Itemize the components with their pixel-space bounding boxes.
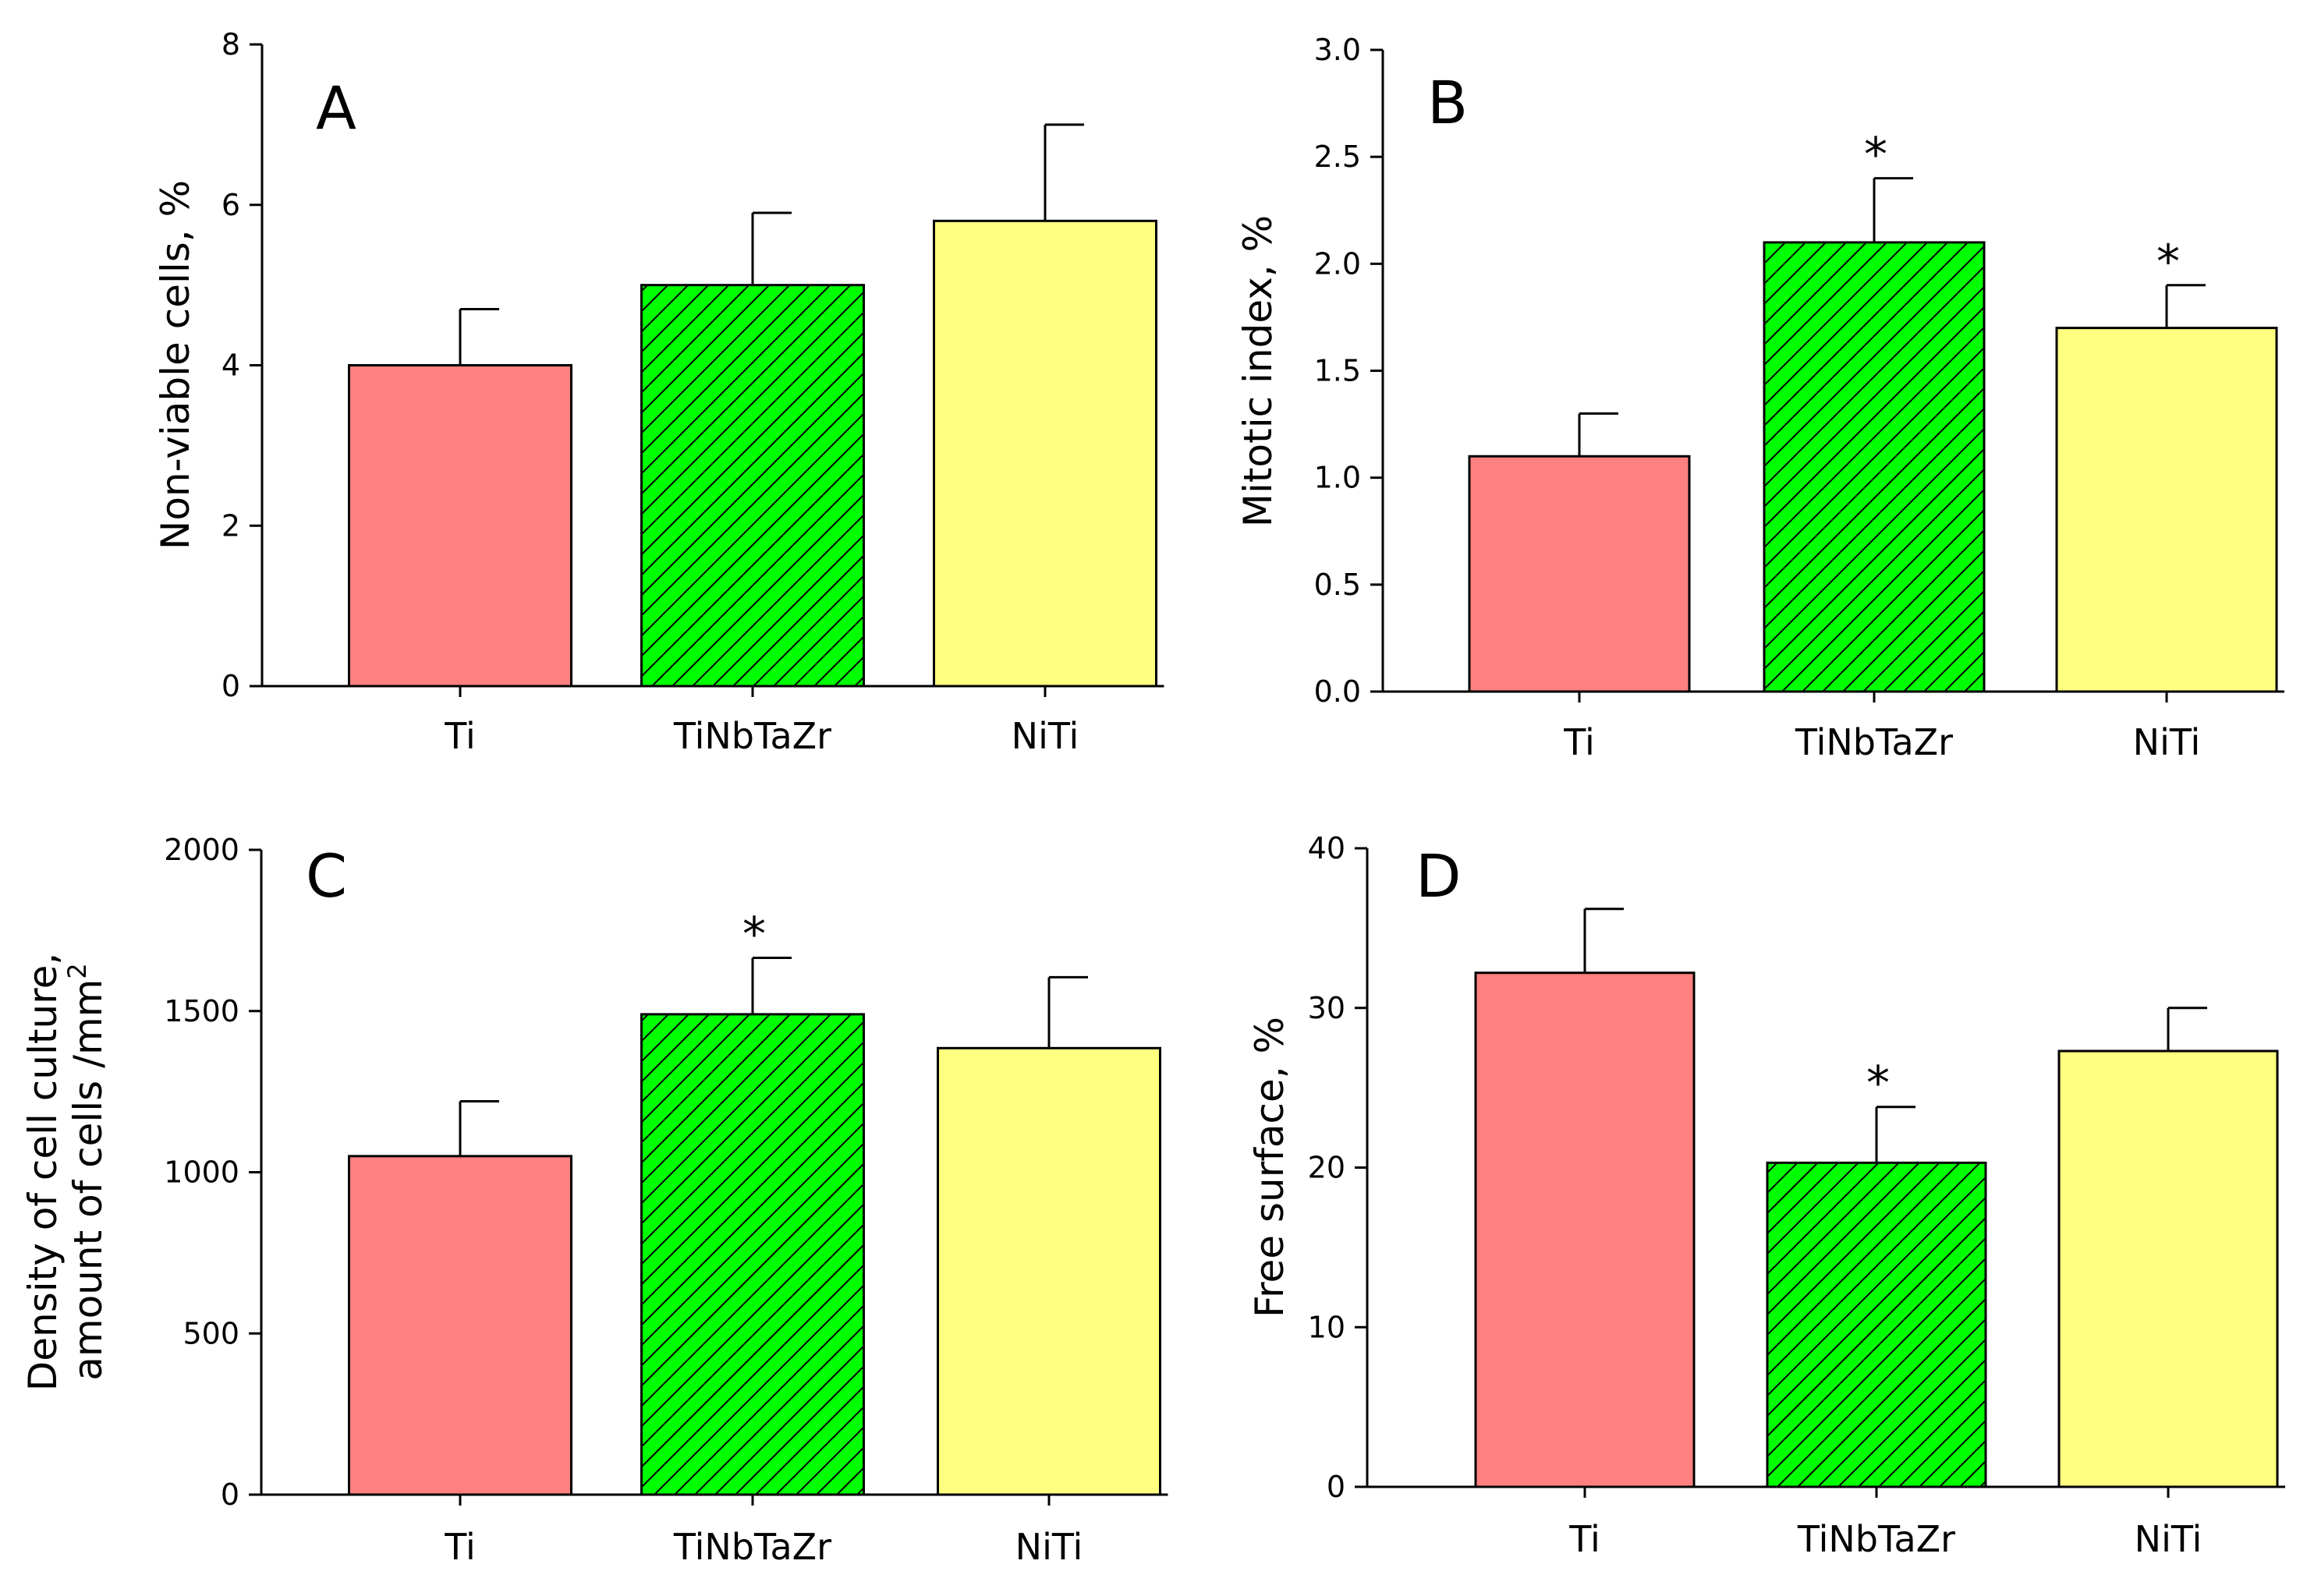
x-tick-label-d-ti: Ti [1568, 1518, 1600, 1560]
significance-c-tinbtazr: * [742, 908, 766, 962]
significance-d-tinbtazr: * [1866, 1056, 1890, 1111]
bar-c-tinbtazr [640, 1013, 865, 1496]
bar-b-tinbtazr [1763, 241, 1986, 693]
y-tick-label-d: 10 [1308, 1310, 1345, 1344]
x-tick-label-c-niti: NiTi [1015, 1526, 1083, 1568]
y-tick-label-a: 2 [221, 508, 240, 543]
y-tick-label-c: 500 [183, 1316, 239, 1350]
x-tick-label-c-ti: Ti [444, 1526, 475, 1568]
bar-d-tinbtazr [1766, 1161, 1987, 1488]
error-bar-b-tinbtazr [1873, 177, 1913, 242]
error-bar-d-niti [2167, 1007, 2207, 1052]
bar-a-tinbtazr [640, 284, 865, 688]
panel-letter-c: C [306, 841, 347, 911]
x-tick-label-b-niti: NiTi [2133, 721, 2201, 763]
bar-c-ti [348, 1155, 572, 1496]
y-tick-label-d: 0 [1327, 1470, 1345, 1504]
error-bar-d-tinbtazr [1875, 1106, 1915, 1163]
error-bar-a-tinbtazr [751, 211, 792, 285]
error-bar-c-tinbtazr [751, 957, 792, 1014]
panel-letter-d: D [1416, 841, 1462, 911]
x-tick-label-d-tinbtazr: TiNbTaZr [1797, 1518, 1955, 1560]
y-tick-label-b: 2.5 [1314, 140, 1361, 174]
bar-a-ti [348, 364, 572, 688]
y-tick-label-c: 0 [221, 1477, 239, 1512]
y-tick-label-b: 1.5 [1314, 354, 1361, 388]
y-tick-label-c: 1500 [164, 994, 239, 1028]
y-tick-label-c: 1000 [164, 1155, 239, 1190]
error-bar-b-niti [2165, 284, 2206, 328]
error-bar-d-ti [1583, 908, 1624, 973]
y-tick-label-a: 6 [221, 188, 240, 222]
y-tick-label-a: 0 [221, 669, 240, 703]
error-bar-a-ti [459, 307, 499, 366]
y-tick-label-b: 0.0 [1314, 674, 1361, 709]
y-tick-label-d: 30 [1308, 991, 1345, 1025]
y-axis-title-d: Free surface, % [1247, 1017, 1292, 1318]
panel-a: Ti TiNbTaZr NiTi 0 2 4 6 8 Non-viable cells, % A [153, 27, 1164, 757]
x-tick-label-a-ti: Ti [444, 715, 475, 757]
panel-letter-b: B [1427, 68, 1468, 137]
y-tick-label-b: 2.0 [1314, 246, 1361, 281]
x-tick-label-d-niti: NiTi [2135, 1518, 2202, 1560]
y-tick-label-a: 8 [221, 27, 240, 62]
error-bar-b-ti [1578, 412, 1618, 457]
bar-d-ti [1474, 971, 1696, 1488]
significance-b-niti: * [2156, 235, 2180, 289]
x-tick-label-b-tinbtazr: TiNbTaZr [1795, 721, 1953, 763]
y-tick-label-b: 0.5 [1314, 568, 1361, 602]
y-axis-title-a: Non-viable cells, % [153, 180, 198, 550]
panel-d: Ti * TiNbTaZr NiTi 0 10 20 30 40 Free surface, % D [1247, 831, 2285, 1560]
y-axis-title-c: Density of cell culture,amount of cells … [20, 953, 111, 1391]
x-tick-label-a-niti: NiTi [1012, 715, 1079, 757]
bar-a-niti [933, 219, 1157, 688]
y-tick-label-d: 20 [1308, 1151, 1345, 1185]
significance-b-tinbtazr: * [1864, 128, 1887, 182]
x-tick-label-a-tinbtazr: TiNbTaZr [673, 715, 831, 757]
y-tick-label-a: 4 [221, 349, 240, 383]
error-bar-c-niti [1047, 975, 1088, 1049]
y-axis-title-b: Mitotic index, % [1235, 215, 1281, 527]
y-tick-label-b: 1.0 [1314, 461, 1361, 495]
panel-b: Ti * TiNbTaZr * NiTi 0.0 0.5 1.0 1.5 2.0 2.5 3.0 Mit… [1235, 33, 2284, 763]
y-tick-label-b: 3.0 [1314, 33, 1361, 67]
x-tick-label-c-tinbtazr: TiNbTaZr [673, 1526, 831, 1568]
panel-letter-a: A [316, 73, 356, 143]
error-bar-c-ti [459, 1100, 499, 1156]
bar-d-niti [2057, 1049, 2279, 1488]
panel-c: Ti * TiNbTaZr NiTi 0 500 1000 1500 2000 Density o… [20, 833, 1168, 1568]
x-tick-label-b-ti: Ti [1563, 721, 1594, 763]
y-tick-label-d: 40 [1308, 831, 1345, 865]
bar-b-ti [1468, 455, 1691, 693]
bar-b-niti [2055, 327, 2278, 693]
error-bar-a-niti [1044, 123, 1084, 221]
bar-c-niti [937, 1046, 1161, 1496]
y-tick-label-c: 2000 [164, 833, 239, 867]
